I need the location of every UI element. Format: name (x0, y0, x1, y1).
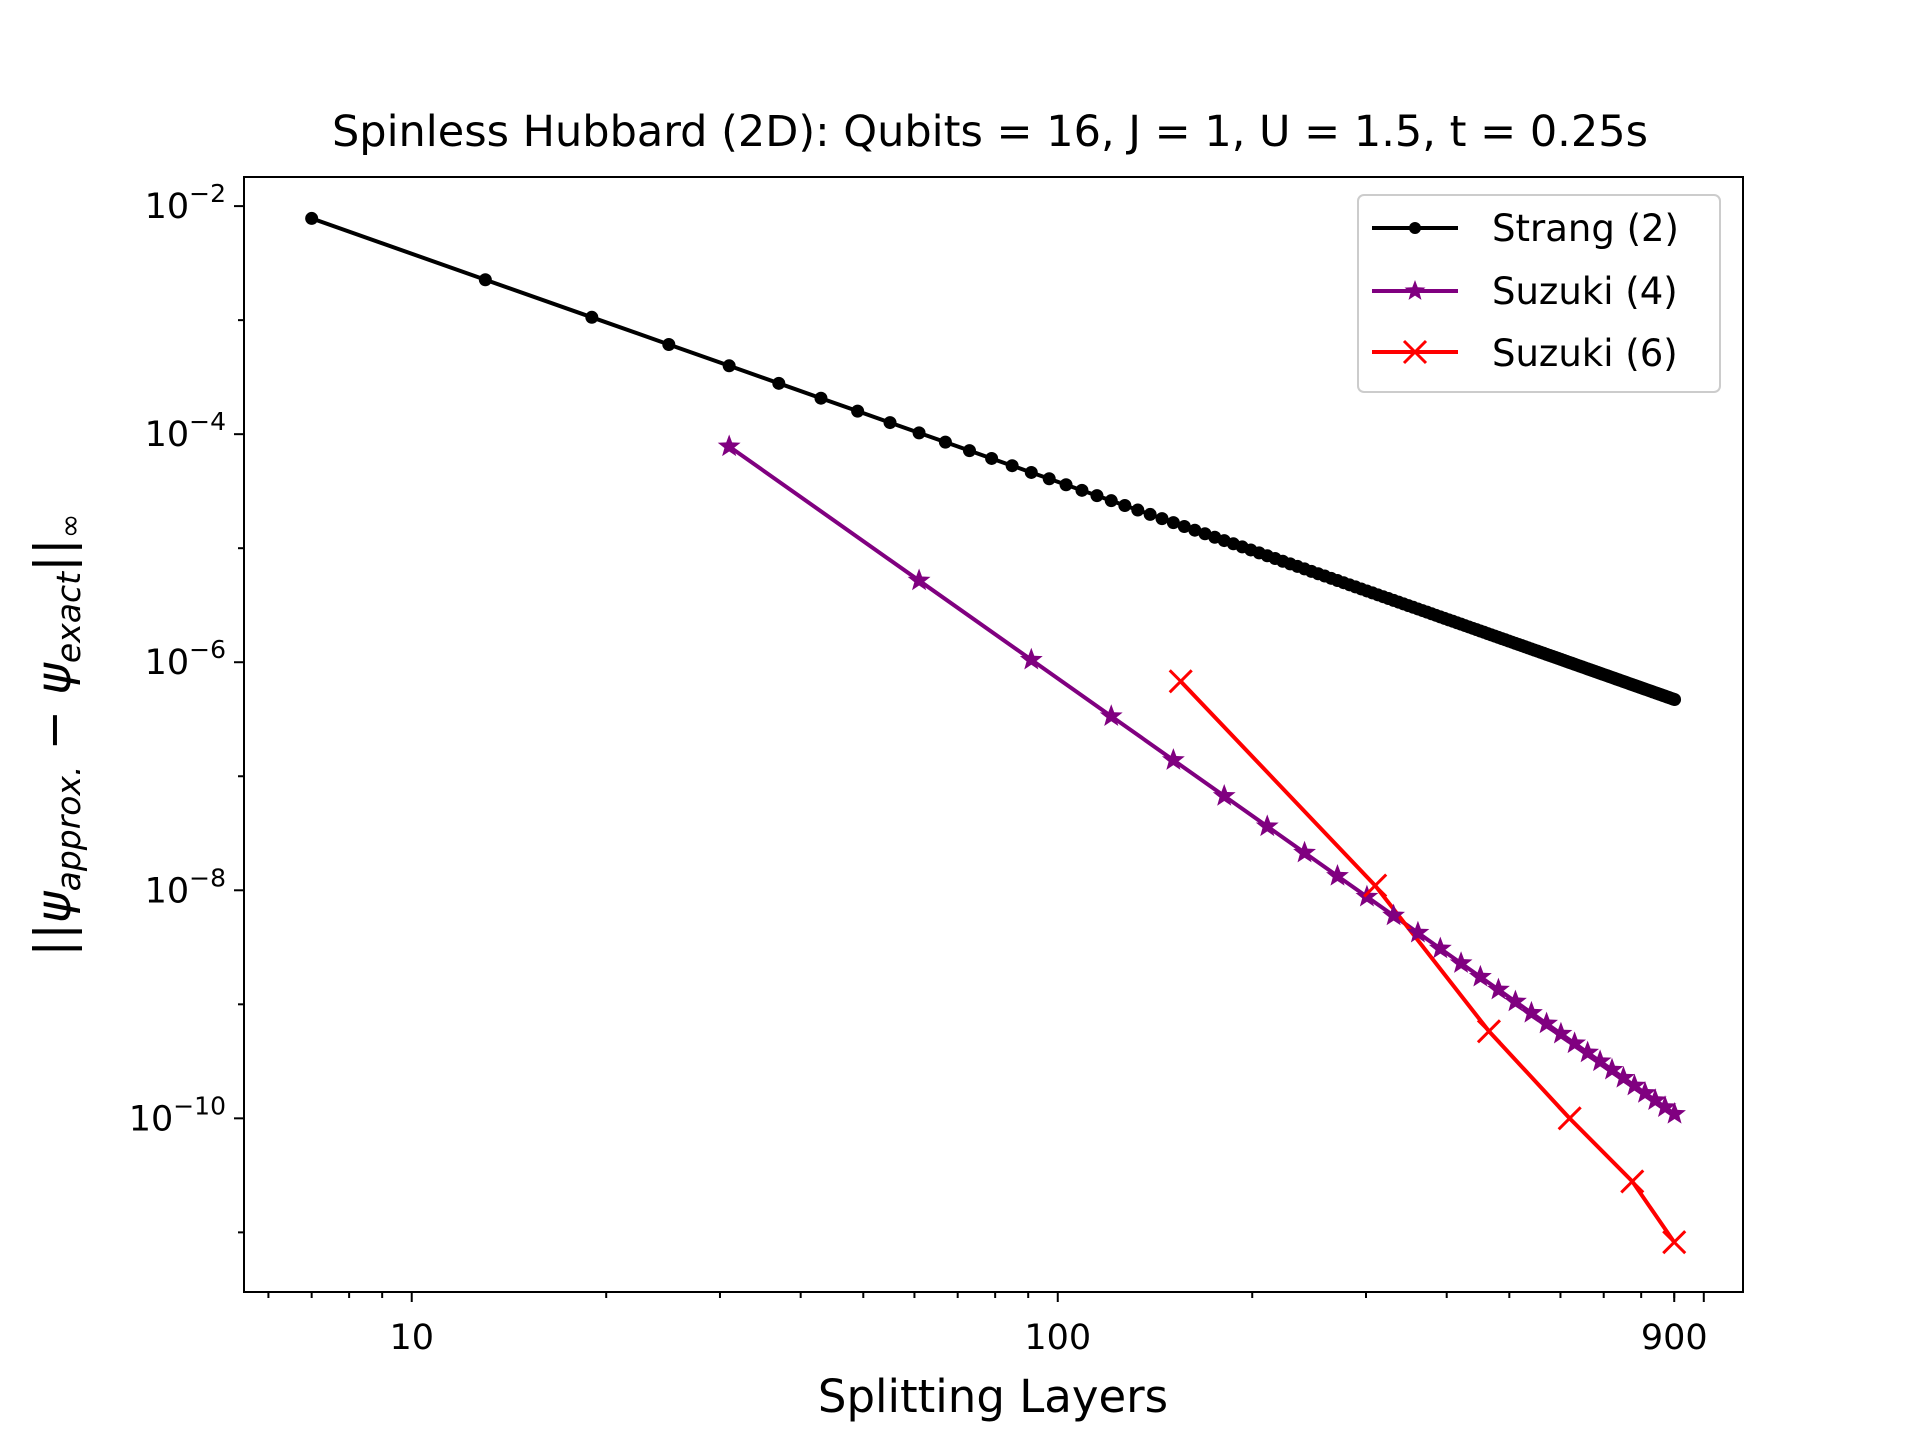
y-tick-label: 10−8 (145, 863, 226, 911)
legend-label-suzuki4: Suzuki (4) (1492, 270, 1678, 313)
data-point-1 (907, 568, 931, 591)
data-point-2 (1363, 873, 1388, 898)
data-point-1 (1326, 863, 1349, 886)
data-point-2 (1620, 1169, 1645, 1194)
x-axis: 10 100 900 (267, 1292, 1708, 1358)
y-tick-label: 10−2 (145, 179, 226, 227)
y-axis: 10−2 10−4 10−6 10−8 10−10 (129, 179, 244, 1234)
data-point-1 (717, 434, 741, 457)
data-point-0 (1177, 519, 1191, 533)
data-point-1 (1520, 1000, 1543, 1023)
legend: Strang (2) Suzuki (4) Suzuki (6) (1357, 194, 1721, 393)
data-point-2 (1557, 1106, 1582, 1131)
data-point-1 (1382, 903, 1405, 926)
data-point-1 (1535, 1011, 1558, 1034)
data-point-0 (585, 310, 599, 324)
data-point-1 (1549, 1021, 1573, 1044)
data-point-0 (1166, 516, 1180, 530)
data-point-0 (1118, 498, 1132, 512)
x-axis-label: Splitting Layers (818, 1370, 1168, 1423)
data-point-0 (1131, 503, 1145, 517)
y-axis-label: ||ψapprox. − ψexact||∞ (24, 513, 88, 957)
data-point-0 (478, 273, 492, 287)
data-point-1 (1406, 920, 1430, 943)
data-point-0 (722, 359, 736, 373)
data-point-1 (1255, 814, 1279, 837)
data-point-0 (1668, 693, 1682, 707)
legend-entry-suzuki4: Suzuki (4) (1372, 270, 1678, 313)
data-point-1 (1293, 840, 1316, 863)
data-point-1 (1643, 1088, 1667, 1110)
data-point-2 (1476, 1019, 1502, 1044)
data-point-1 (1428, 936, 1452, 959)
data-point-0 (1090, 489, 1104, 503)
x-tick-label: 10 (389, 1318, 434, 1358)
series-line-2 (1179, 679, 1676, 1244)
data-point-1 (1468, 964, 1492, 987)
data-point-1 (1212, 784, 1236, 806)
data-point-0 (1155, 512, 1169, 526)
data-point-2 (1168, 669, 1193, 694)
data-point-1 (1633, 1081, 1657, 1103)
data-point-0 (772, 376, 786, 390)
data-point-1 (1663, 1101, 1686, 1124)
legend-marker-suzuki4 (1404, 280, 1426, 300)
plot-markers (305, 211, 1687, 1255)
data-point-0 (851, 404, 865, 418)
data-point-0 (1042, 472, 1056, 486)
data-point-0 (1059, 478, 1073, 492)
y-tick-label: 10−4 (145, 407, 226, 455)
data-point-1 (1019, 647, 1043, 670)
data-point-1 (1099, 704, 1123, 726)
data-point-1 (1161, 748, 1185, 770)
data-point-0 (814, 391, 828, 405)
data-point-0 (1188, 523, 1202, 537)
legend-label-suzuki6: Suzuki (6) (1492, 332, 1678, 375)
data-point-0 (883, 416, 897, 430)
data-point-1 (1623, 1073, 1646, 1096)
data-point-0 (1143, 507, 1157, 521)
legend-frame (1357, 194, 1721, 393)
x-tick-label: 100 (1024, 1318, 1091, 1358)
data-point-0 (1075, 483, 1089, 497)
data-point-1 (1600, 1057, 1624, 1080)
data-point-0 (938, 435, 952, 449)
data-point-1 (1504, 989, 1527, 1012)
data-point-0 (1024, 465, 1038, 479)
data-point-0 (962, 444, 976, 458)
data-point-1 (1612, 1065, 1635, 1088)
data-point-0 (305, 211, 319, 225)
data-point-0 (1005, 459, 1019, 473)
legend-marker-suzuki6 (1402, 339, 1428, 365)
y-tick-label: 10−6 (145, 635, 226, 683)
legend-label-strang: Strang (2) (1492, 207, 1679, 250)
data-point-1 (1563, 1031, 1587, 1054)
data-point-0 (912, 426, 926, 440)
data-point-0 (1104, 494, 1118, 508)
x-tick-label: 900 (1641, 1318, 1708, 1358)
legend-entry-suzuki6: Suzuki (6) (1372, 332, 1678, 375)
plot-frame (243, 176, 1744, 1293)
data-point-1 (1576, 1040, 1600, 1063)
data-point-1 (1487, 977, 1510, 1000)
data-point-1 (1449, 951, 1473, 973)
data-point-0 (1198, 527, 1212, 541)
data-point-1 (1653, 1095, 1677, 1117)
data-point-0 (985, 451, 999, 465)
data-point-1 (1588, 1049, 1612, 1072)
chart-title: Spinless Hubbard (2D): Qubits = 16, J = … (332, 107, 1648, 157)
y-tick-label: 10−10 (129, 1091, 226, 1139)
data-point-0 (662, 337, 676, 351)
legend-marker-strang (1409, 222, 1421, 234)
data-point-2 (1662, 1230, 1687, 1255)
legend-entry-strang: Strang (2) (1372, 207, 1679, 250)
